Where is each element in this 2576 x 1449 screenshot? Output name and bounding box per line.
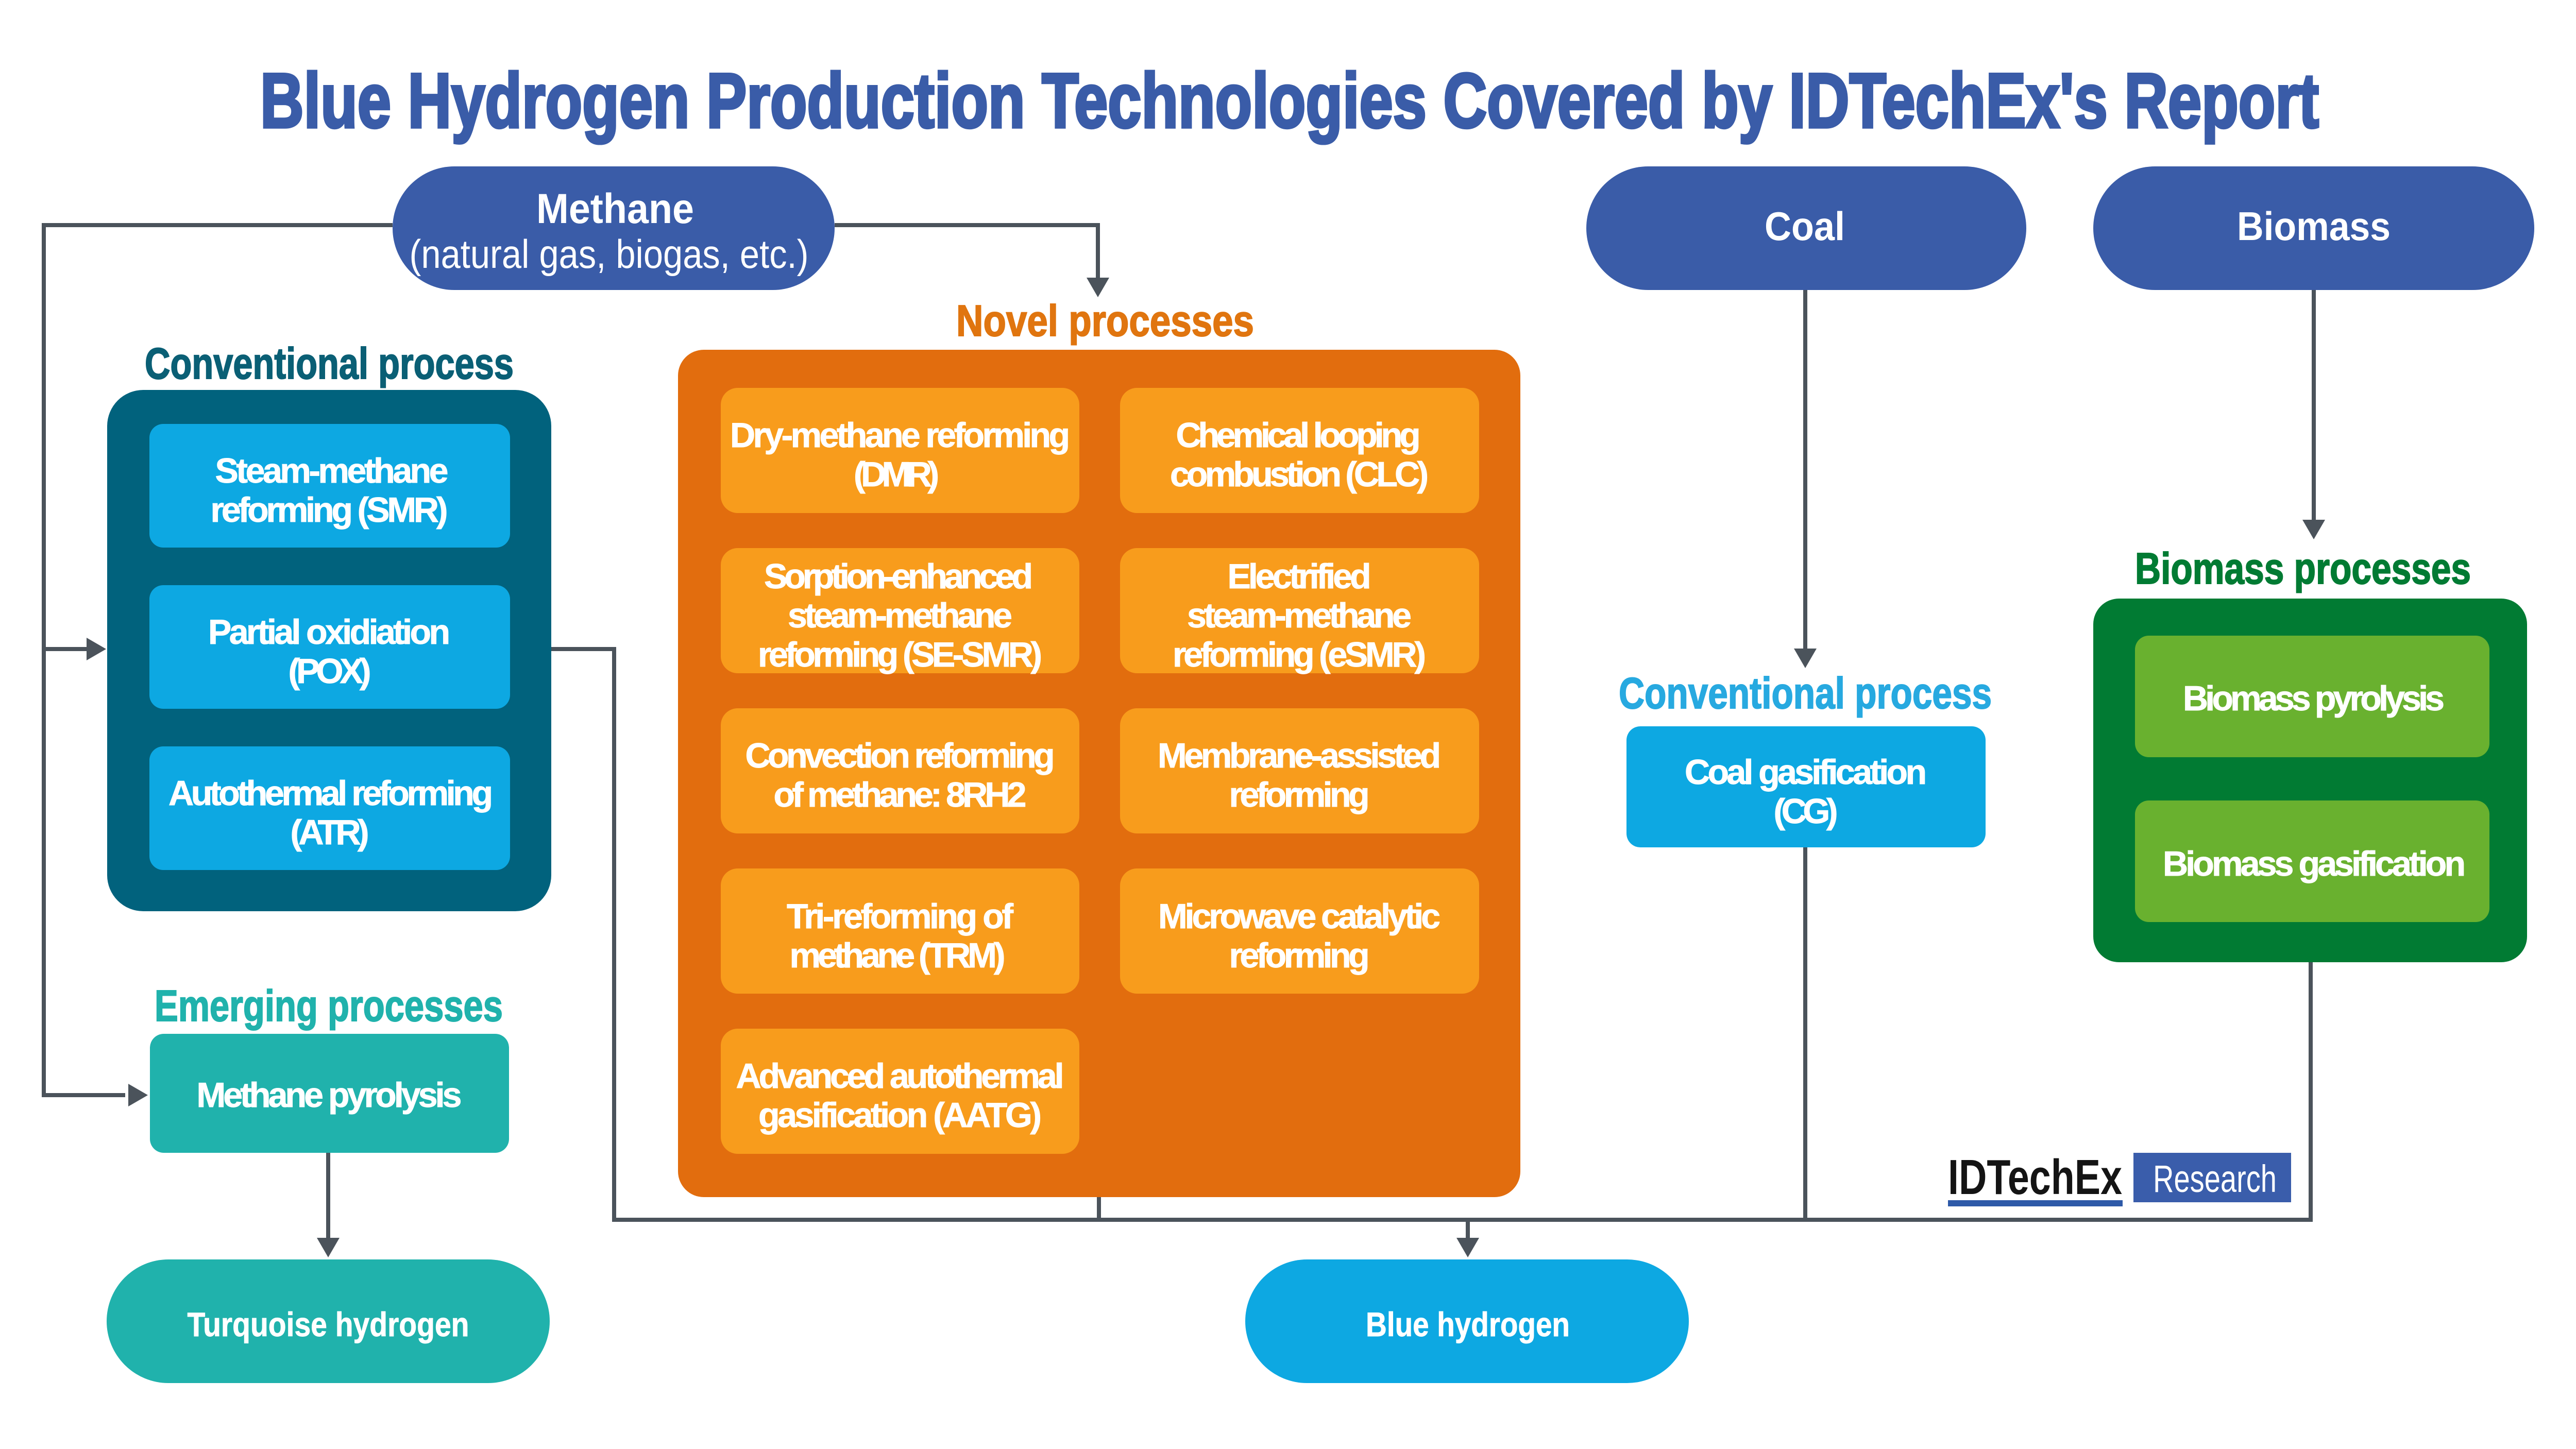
svg-text:Sorption-enhanced: Sorption-enhanced <box>764 557 1033 596</box>
svg-text:Biomass gasification: Biomass gasification <box>2163 844 2466 883</box>
svg-text:(natural gas, biogas, etc.): (natural gas, biogas, etc.) <box>410 231 809 277</box>
svg-text:Biomass pyrolysis: Biomass pyrolysis <box>2183 679 2445 718</box>
svg-text:reforming: reforming <box>1229 775 1370 814</box>
svg-text:Electrified: Electrified <box>1228 557 1371 596</box>
svg-text:reforming (SMR): reforming (SMR) <box>211 490 448 530</box>
svg-text:steam-methane: steam-methane <box>1187 596 1412 635</box>
svg-text:Chemical looping: Chemical looping <box>1176 416 1421 455</box>
svg-text:Conventional process: Conventional process <box>145 339 514 388</box>
svg-text:Convection reforming: Convection reforming <box>745 736 1055 775</box>
svg-text:Steam-methane: Steam-methane <box>215 451 449 490</box>
svg-text:Research: Research <box>2153 1157 2277 1200</box>
svg-text:Membrane-assisted: Membrane-assisted <box>1158 736 1441 775</box>
svg-text:IDTechEx: IDTechEx <box>1948 1150 2122 1205</box>
svg-text:Autothermal reforming: Autothermal reforming <box>168 774 493 813</box>
svg-text:reforming: reforming <box>1229 936 1370 975</box>
svg-text:(CG): (CG) <box>1774 792 1838 831</box>
svg-text:Blue hydrogen: Blue hydrogen <box>1366 1305 1570 1343</box>
svg-text:Novel processes: Novel processes <box>956 297 1254 346</box>
svg-text:Blue Hydrogen Production Techn: Blue Hydrogen Production Technologies Co… <box>260 57 2319 144</box>
svg-text:Biomass: Biomass <box>2237 203 2391 249</box>
svg-text:Emerging processes: Emerging processes <box>155 982 503 1031</box>
svg-text:steam-methane: steam-methane <box>788 596 1012 635</box>
svg-text:Coal gasification: Coal gasification <box>1685 753 1927 792</box>
svg-text:Partial oxidiation: Partial oxidiation <box>208 612 450 652</box>
svg-text:Conventional process: Conventional process <box>1619 669 1992 718</box>
svg-text:(ATR): (ATR) <box>291 813 369 852</box>
svg-text:Turquoise hydrogen: Turquoise hydrogen <box>188 1305 469 1343</box>
svg-text:reforming (eSMR): reforming (eSMR) <box>1173 635 1426 674</box>
svg-text:Tri-reforming of: Tri-reforming of <box>787 897 1013 936</box>
svg-text:(DMR): (DMR) <box>854 455 939 494</box>
svg-text:combustion (CLC): combustion (CLC) <box>1170 455 1429 494</box>
svg-text:Advanced autothermal: Advanced autothermal <box>736 1056 1064 1096</box>
svg-text:reforming (SE-SMR): reforming (SE-SMR) <box>758 635 1042 674</box>
svg-text:Coal: Coal <box>1765 203 1845 249</box>
svg-text:Microwave catalytic: Microwave catalytic <box>1158 897 1440 936</box>
svg-text:Dry-methane reforming: Dry-methane reforming <box>730 416 1070 455</box>
svg-text:of methane: 8RH2: of methane: 8RH2 <box>774 775 1027 814</box>
svg-text:Methane: Methane <box>536 185 694 232</box>
svg-text:gasification (AATG): gasification (AATG) <box>758 1096 1042 1135</box>
svg-text:Methane pyrolysis: Methane pyrolysis <box>197 1076 462 1115</box>
svg-text:(POX): (POX) <box>289 652 371 691</box>
svg-text:methane (TRM): methane (TRM) <box>790 936 1006 975</box>
svg-text:Biomass processes: Biomass processes <box>2135 544 2471 593</box>
